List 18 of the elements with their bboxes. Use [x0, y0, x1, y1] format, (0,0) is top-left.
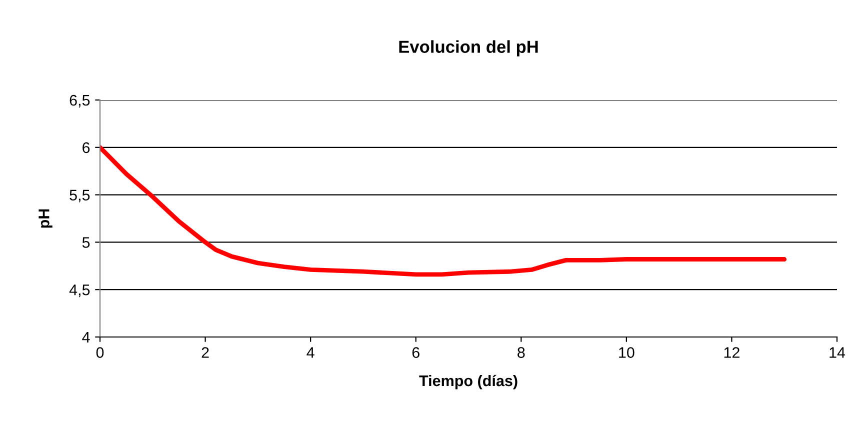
y-tick-label: 5 — [82, 237, 90, 248]
x-tick-label: 4 — [306, 347, 314, 358]
y-tick-label: 6 — [82, 142, 90, 154]
y-tick-label: 4 — [82, 332, 90, 343]
y-tick-label: 4,5 — [69, 284, 90, 298]
x-tick-label: 12 — [724, 347, 740, 358]
x-tick-label: 8 — [518, 347, 525, 358]
x-tick-label: 6 — [412, 347, 420, 358]
line-series — [100, 145, 787, 277]
x-axis-title: Tiempo (días) — [419, 374, 518, 390]
y-tick-label: 5,5 — [70, 190, 90, 202]
y-axis-title: pH — [38, 209, 52, 228]
x-tick-label: 14 — [830, 347, 846, 358]
x-tick-label: 2 — [202, 347, 209, 358]
x-tick-label: 10 — [619, 347, 634, 358]
y-tick-label: 6,5 — [70, 94, 90, 108]
x-tick-label: 0 — [96, 347, 104, 358]
chart-title: Evolucion del pH — [399, 40, 538, 56]
